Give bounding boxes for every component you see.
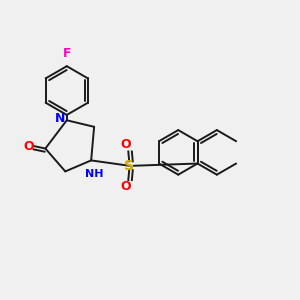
Text: O: O: [120, 180, 130, 193]
Text: N: N: [55, 112, 65, 125]
Text: O: O: [23, 140, 34, 153]
Text: O: O: [120, 138, 130, 152]
Text: S: S: [124, 159, 134, 173]
Text: NH: NH: [85, 169, 104, 179]
Text: F: F: [63, 46, 72, 60]
